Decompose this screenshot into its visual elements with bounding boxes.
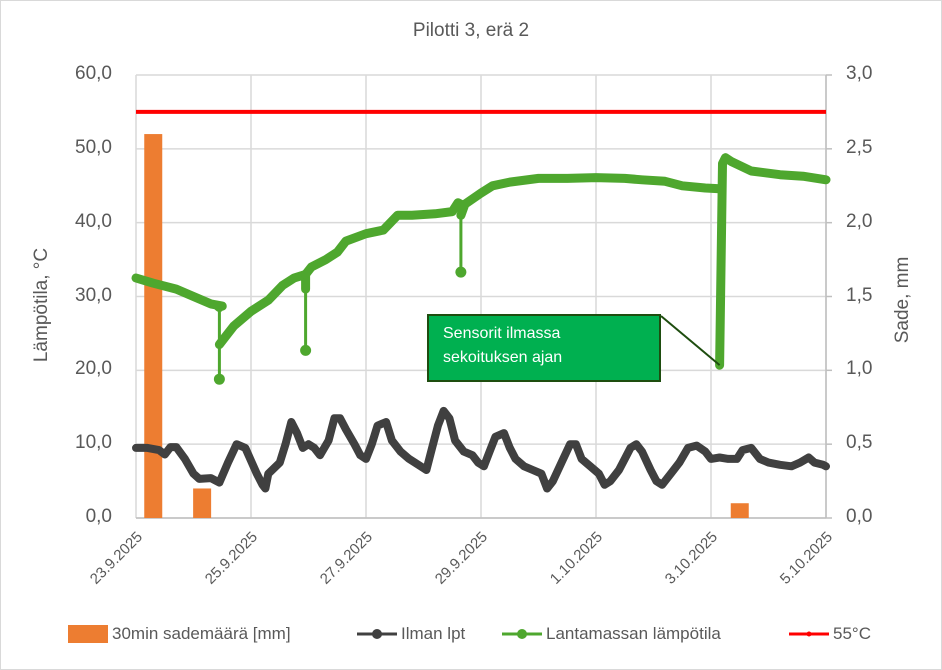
y-tick-right-label: 1,0 — [846, 358, 873, 380]
legend-label: 30min sademäärä [mm] — [112, 624, 291, 643]
legend-item-55c[interactable]: 55°C — [788, 624, 871, 644]
y-tick-right-label: 1,5 — [846, 284, 873, 306]
series-lines — [131, 109, 831, 493]
annotation-text-line-1: Sensorit ilmassa — [443, 325, 561, 342]
y-axis-left-title: Lämpötila, °C — [31, 247, 52, 363]
legend-label: 55°C — [833, 624, 871, 643]
gridlines — [135, 74, 832, 519]
spike-marker — [300, 344, 312, 356]
legend-item-rain[interactable]: 30min sademäärä [mm] — [68, 624, 291, 644]
spike-marker — [213, 373, 225, 385]
line-marker-icon — [357, 629, 397, 639]
spike-marker — [455, 266, 467, 278]
manure-temp-line-band — [301, 198, 466, 279]
y-tick-left-label: 40,0 — [75, 210, 112, 232]
manure-temp-line-band — [131, 273, 227, 313]
line-marker-icon — [789, 631, 829, 637]
y-tick-left-label: 60,0 — [75, 63, 112, 84]
y-tick-right-label: 0,5 — [846, 432, 873, 454]
annotation-text-line-2: sekoituksen ajan — [443, 349, 563, 366]
line-marker-icon — [502, 629, 542, 639]
y-tick-left-label: 20,0 — [75, 358, 112, 380]
y-tick-right-label: 2,5 — [846, 136, 873, 158]
y-axis-right-title: Sade, mm — [892, 256, 913, 344]
annotation-callout: Sensorit ilmassa sekoituksen ajan — [427, 314, 661, 382]
manure-temp-line-band — [456, 173, 725, 220]
rain-bars — [144, 134, 749, 519]
y-tick-left-label: 0,0 — [85, 506, 112, 527]
y-tick-right-label: 3,0 — [846, 63, 873, 84]
rain-bar — [730, 503, 749, 518]
legend-label: Ilman lpt — [401, 624, 466, 643]
legend-item-manure-temp[interactable]: Lantamassan lämpötila — [501, 624, 721, 644]
y-tick-left-label: 30,0 — [75, 284, 112, 306]
legend-item-air-temp[interactable]: Ilman lpt — [356, 624, 465, 644]
rain-bar — [193, 488, 212, 518]
legend-label: Lantamassan lämpötila — [546, 624, 721, 643]
y-tick-right-label: 0,0 — [846, 506, 873, 527]
rain-bar — [144, 134, 163, 519]
bar-swatch-icon — [68, 625, 108, 643]
air-temp-line — [132, 406, 830, 493]
y-tick-left-label: 10,0 — [75, 432, 112, 454]
y-tick-right-label: 2,0 — [846, 210, 873, 232]
chart-title: Pilotti 3, erä 2 — [412, 20, 530, 41]
legend: 30min sademäärä [mm] Ilman lpt Lantamass… — [0, 624, 942, 648]
manure-temp-line-band — [715, 153, 831, 370]
manure-temp-line-band — [214, 269, 311, 349]
y-tick-left-label: 50,0 — [75, 136, 112, 158]
annotation-leader-line — [660, 315, 721, 366]
